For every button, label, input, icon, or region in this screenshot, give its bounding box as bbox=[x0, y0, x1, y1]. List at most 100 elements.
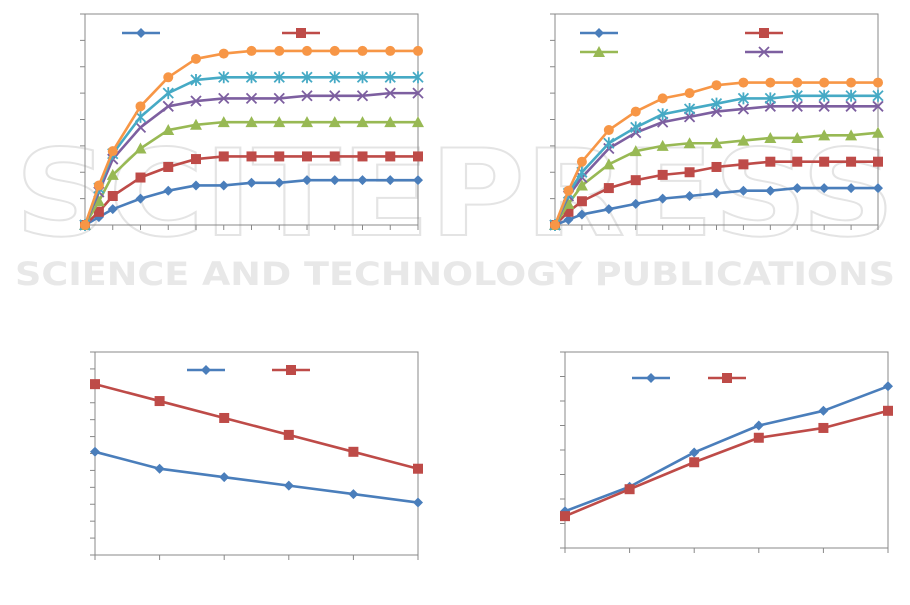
series-line bbox=[564, 385, 889, 513]
marker bbox=[273, 71, 285, 84]
marker bbox=[356, 90, 369, 102]
marker bbox=[329, 90, 341, 102]
marker bbox=[106, 168, 119, 180]
marker bbox=[201, 365, 211, 375]
marker bbox=[711, 80, 722, 91]
marker bbox=[765, 156, 776, 167]
marker bbox=[560, 511, 570, 522]
marker bbox=[356, 116, 369, 128]
marker bbox=[710, 137, 723, 149]
marker bbox=[602, 158, 615, 170]
marker bbox=[384, 116, 397, 128]
marker bbox=[217, 116, 230, 128]
marker bbox=[818, 405, 829, 416]
marker bbox=[384, 87, 396, 99]
marker bbox=[753, 420, 764, 431]
marker bbox=[413, 175, 423, 186]
marker bbox=[274, 45, 285, 56]
marker bbox=[413, 45, 423, 56]
marker bbox=[873, 156, 883, 167]
marker bbox=[883, 381, 893, 392]
marker bbox=[90, 379, 100, 390]
marker bbox=[792, 156, 803, 167]
marker bbox=[764, 131, 777, 143]
marker bbox=[163, 185, 174, 196]
marker bbox=[301, 116, 313, 128]
marker bbox=[302, 45, 312, 56]
watermark-logo: SCITEPRESS bbox=[15, 125, 895, 264]
marker bbox=[385, 45, 396, 56]
marker bbox=[357, 45, 368, 56]
marker bbox=[93, 206, 104, 217]
marker bbox=[162, 87, 174, 100]
marker bbox=[302, 175, 312, 186]
marker bbox=[576, 196, 587, 207]
series-line bbox=[564, 409, 889, 518]
marker bbox=[134, 121, 147, 134]
marker bbox=[603, 125, 614, 136]
marker bbox=[218, 151, 229, 162]
marker bbox=[563, 185, 574, 196]
marker bbox=[273, 92, 285, 105]
marker bbox=[92, 195, 105, 207]
marker bbox=[758, 46, 770, 58]
marker bbox=[738, 77, 749, 88]
marker bbox=[301, 71, 313, 84]
marker bbox=[328, 116, 341, 128]
marker bbox=[684, 88, 695, 99]
marker bbox=[107, 190, 118, 201]
marker bbox=[246, 151, 257, 162]
marker bbox=[286, 365, 296, 375]
marker bbox=[80, 220, 90, 230]
marker bbox=[872, 100, 884, 112]
marker bbox=[575, 179, 588, 191]
marker bbox=[245, 92, 258, 105]
marker bbox=[348, 446, 359, 457]
marker bbox=[550, 220, 560, 230]
marker bbox=[274, 177, 285, 188]
marker bbox=[191, 154, 201, 165]
marker bbox=[883, 405, 893, 416]
marker bbox=[273, 116, 286, 128]
marker bbox=[413, 463, 423, 474]
marker bbox=[603, 204, 614, 215]
marker bbox=[384, 71, 396, 84]
marker bbox=[191, 180, 201, 191]
marker bbox=[163, 161, 174, 172]
marker bbox=[819, 156, 830, 167]
marker bbox=[624, 484, 635, 495]
marker bbox=[845, 89, 857, 102]
marker bbox=[190, 73, 202, 86]
marker bbox=[191, 53, 201, 64]
marker bbox=[873, 77, 883, 88]
marker bbox=[846, 156, 857, 167]
marker bbox=[684, 190, 695, 201]
marker bbox=[190, 118, 202, 130]
marker bbox=[683, 137, 696, 149]
marker bbox=[738, 159, 749, 170]
marker bbox=[413, 497, 423, 508]
marker bbox=[154, 396, 165, 407]
marker bbox=[135, 172, 146, 183]
marker bbox=[818, 129, 831, 141]
marker bbox=[656, 139, 669, 151]
marker bbox=[765, 77, 776, 88]
marker bbox=[413, 151, 423, 162]
marker bbox=[646, 373, 656, 383]
marker bbox=[162, 100, 174, 112]
marker bbox=[356, 71, 369, 84]
marker bbox=[737, 92, 750, 105]
marker bbox=[218, 92, 230, 105]
marker bbox=[872, 89, 884, 102]
marker bbox=[603, 183, 614, 194]
marker bbox=[818, 89, 830, 102]
watermark-tagline: SCIENCE AND TECHNOLOGY PUBLICATIONS bbox=[15, 255, 895, 293]
marker bbox=[562, 197, 575, 209]
marker bbox=[846, 77, 857, 88]
marker bbox=[90, 446, 100, 457]
marker bbox=[737, 103, 750, 115]
marker bbox=[657, 108, 669, 121]
marker bbox=[296, 28, 306, 38]
marker bbox=[791, 89, 803, 102]
